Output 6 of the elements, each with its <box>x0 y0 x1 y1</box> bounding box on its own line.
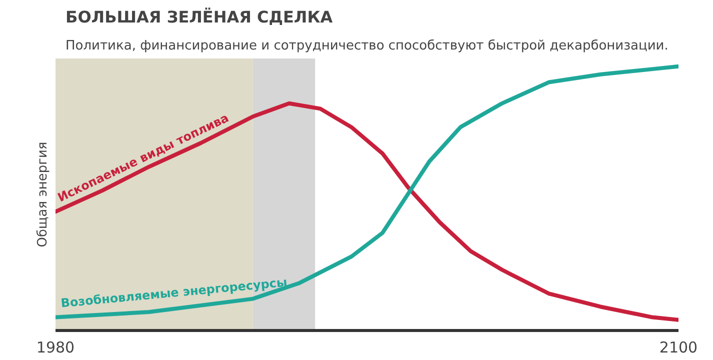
chart-title: БОЛЬШАЯ ЗЕЛЁНАЯ СДЕЛКА <box>66 8 334 26</box>
x-tick-label: 1980 <box>36 338 75 356</box>
chart-subtitle: Политика, финансирование и сотрудничество способствуют быстрой декарбонизации. <box>66 38 668 54</box>
y-axis-title: Общая энергия <box>36 142 50 248</box>
text: Возобновляемые энергоресурсы <box>60 275 288 310</box>
x-tick-label: 2100 <box>659 338 698 356</box>
